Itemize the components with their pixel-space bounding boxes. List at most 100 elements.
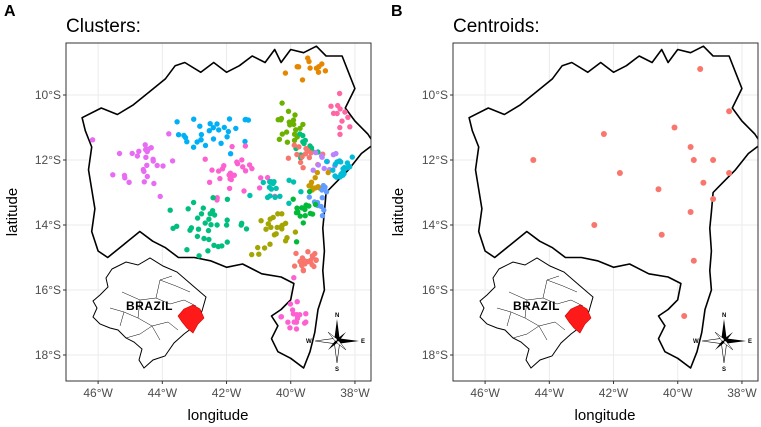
- cluster-point: [154, 162, 160, 169]
- cluster-point: [243, 226, 250, 232]
- cluster-point: [209, 208, 216, 214]
- centroid-point: [530, 157, 537, 163]
- cluster-point: [141, 179, 147, 185]
- cluster-point: [110, 172, 116, 178]
- cluster-point: [210, 195, 216, 201]
- cluster-point: [337, 124, 343, 131]
- panel-letter-b: B: [391, 3, 403, 20]
- centroid-point: [616, 170, 623, 176]
- cluster-point: [300, 268, 307, 274]
- cluster-point: [116, 150, 123, 157]
- cluster-point: [305, 55, 311, 61]
- cluster-point: [297, 159, 304, 166]
- cluster-point: [305, 258, 311, 265]
- cluster-point: [214, 222, 220, 228]
- cluster-point: [224, 217, 230, 223]
- axis-ticks-a: 46°W 44°W 42°W 40°W 38°W 10°S 12°S 14°S 16°S 18°S: [35, 88, 371, 400]
- cluster-point: [206, 216, 212, 222]
- centroid-point: [726, 108, 733, 115]
- cluster-point: [324, 158, 330, 165]
- cluster-point: [302, 213, 308, 219]
- cluster-point: [126, 179, 132, 185]
- cluster-point: [174, 119, 180, 125]
- x-tick-label: 44°W: [535, 386, 565, 400]
- cluster-point: [338, 171, 344, 178]
- cluster-point: [226, 185, 233, 192]
- cluster-point: [210, 136, 217, 142]
- cluster-point: [205, 227, 212, 234]
- cluster-point: [290, 311, 297, 317]
- cluster-point: [207, 121, 213, 127]
- cluster-point: [319, 61, 325, 67]
- cluster-point: [286, 119, 292, 125]
- cluster-point: [247, 192, 253, 199]
- cluster-point: [293, 250, 299, 257]
- cluster-point: [277, 193, 283, 199]
- cluster-point: [294, 205, 300, 211]
- cluster-point: [319, 187, 325, 193]
- centroid-point: [710, 196, 717, 202]
- cluster-point: [201, 235, 207, 242]
- centroid-point: [700, 179, 707, 186]
- cluster-point: [141, 168, 147, 175]
- cluster-point: [302, 137, 308, 144]
- cluster-point: [347, 124, 353, 130]
- cluster-point: [321, 165, 327, 172]
- centroid-point: [690, 257, 697, 264]
- cluster-point: [335, 102, 341, 109]
- cluster-point: [344, 160, 351, 166]
- cluster-point: [187, 227, 193, 233]
- brazil-states-a: [109, 275, 197, 341]
- cluster-point: [206, 179, 213, 185]
- cluster-point: [216, 127, 222, 133]
- cluster-point: [264, 174, 271, 181]
- cluster-point: [345, 114, 351, 121]
- y-tick-label: 16°S: [422, 283, 448, 297]
- centroid-point: [671, 124, 678, 131]
- cluster-point: [256, 185, 263, 191]
- cluster-point: [312, 201, 319, 208]
- cluster-point: [143, 154, 149, 160]
- brazil-outline-a: [92, 257, 207, 369]
- compass-n-b: N: [722, 313, 726, 319]
- centroid-point: [681, 313, 688, 319]
- y-tick-label: 18°S: [35, 348, 61, 362]
- cluster-point: [233, 125, 239, 132]
- cluster-point: [202, 220, 208, 226]
- cluster-point: [223, 222, 230, 228]
- cluster-point: [215, 168, 222, 174]
- cluster-point: [332, 173, 338, 179]
- y-tick-label: 16°S: [35, 283, 61, 297]
- cluster-point: [273, 185, 279, 192]
- bahia-highlight-a: [177, 304, 205, 334]
- plot-border-b: [452, 42, 759, 382]
- brazil-states-b: [496, 275, 584, 341]
- cluster-point: [299, 262, 305, 269]
- cluster-point: [291, 137, 298, 144]
- cluster-point: [344, 165, 350, 171]
- axis-ticks-b: 46°W 44°W 42°W 40°W 38°W 10°S 12°S 14°S 16°S 18°S: [422, 88, 758, 400]
- x-tick-label: 42°W: [212, 386, 242, 400]
- panel-title-a: Clusters:: [66, 16, 141, 37]
- cluster-point: [339, 118, 345, 124]
- cluster-point: [206, 236, 212, 243]
- cluster-point: [198, 131, 205, 138]
- cluster-point: [291, 319, 297, 325]
- cluster-point: [258, 175, 264, 181]
- cluster-point: [160, 163, 166, 169]
- cluster-point: [194, 215, 201, 221]
- cluster-point: [318, 203, 324, 210]
- cluster-point: [122, 175, 128, 181]
- cluster-point: [293, 326, 300, 332]
- cluster-point: [284, 235, 290, 241]
- cluster-point: [293, 127, 299, 133]
- north-arrow-a: N S E W: [306, 313, 365, 373]
- cluster-point: [283, 129, 290, 135]
- cluster-point: [285, 155, 292, 161]
- cluster-point: [218, 140, 224, 146]
- cluster-point: [311, 263, 317, 270]
- cluster-point: [321, 207, 327, 213]
- cluster-point: [314, 169, 321, 176]
- panel-title-b: Centroids:: [453, 16, 540, 37]
- cluster-point: [307, 143, 313, 149]
